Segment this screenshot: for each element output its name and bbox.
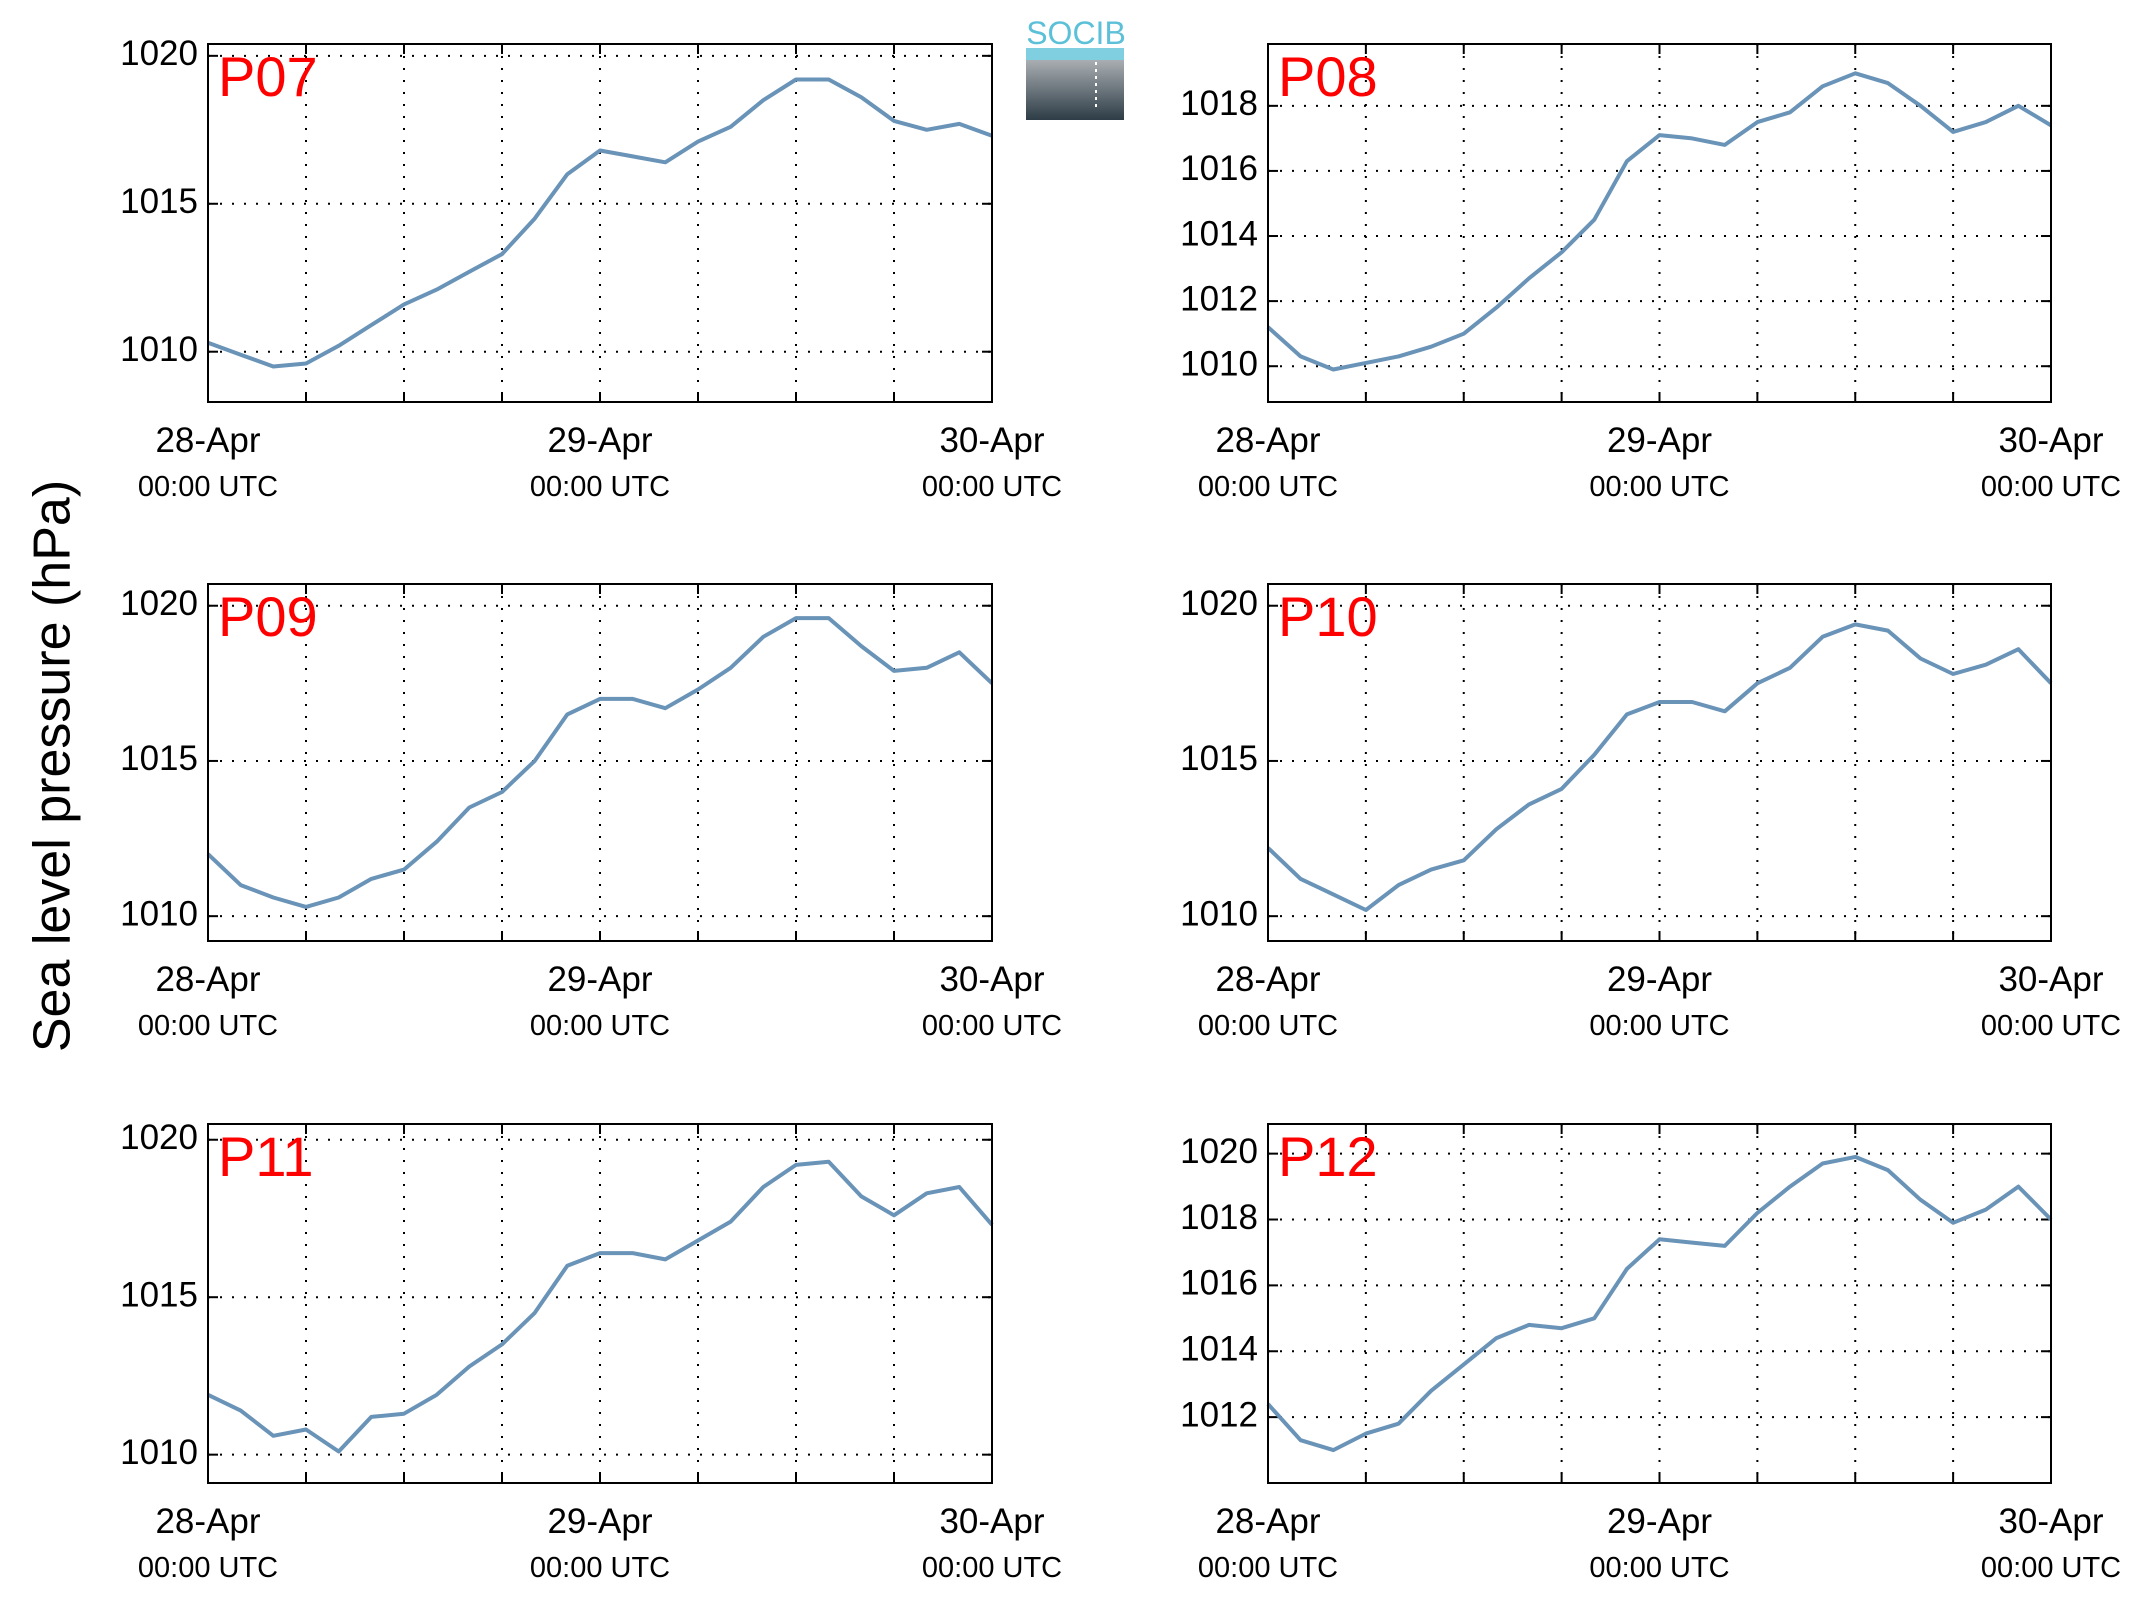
y-tick-label: 1015: [1180, 739, 1258, 778]
chart-title: P12: [1278, 1125, 1378, 1188]
y-tick-label: 1018: [1180, 1198, 1258, 1237]
x-tick-sublabel: 00:00 UTC: [530, 1010, 670, 1042]
x-tick-label: 29-Apr: [547, 960, 652, 999]
y-tick-label: 1014: [1180, 214, 1258, 253]
x-tick-label: 28-Apr: [155, 421, 260, 460]
x-tick-sublabel: 00:00 UTC: [1198, 1552, 1338, 1584]
x-tick-sublabel: 00:00 UTC: [1198, 1010, 1338, 1042]
logo: SOCIB: [1026, 15, 1126, 120]
y-tick-label: 1015: [120, 739, 198, 778]
y-tick-label: 1020: [1180, 584, 1258, 623]
y-tick-label: 1010: [1180, 344, 1258, 383]
logo-band: [1026, 48, 1124, 60]
y-tick-label: 1020: [120, 1118, 198, 1157]
y-tick-label: 1010: [120, 330, 198, 369]
x-tick-sublabel: 00:00 UTC: [922, 1552, 1062, 1584]
y-tick-label: 1020: [120, 584, 198, 623]
y-tick-label: 1020: [1180, 1132, 1258, 1171]
y-axis-label: Sea level pressure (hPa): [24, 480, 82, 1052]
x-tick-sublabel: 00:00 UTC: [138, 1010, 278, 1042]
subplot: 1012 1014 1016 1018 1020 28-Apr 00:00 UTC 29-Ap…: [1180, 1123, 2121, 1584]
y-tick-label: 1015: [120, 1275, 198, 1314]
x-tick-label: 30-Apr: [939, 1502, 1044, 1541]
y-tick-label: 1010: [120, 1433, 198, 1472]
data-line: [207, 1159, 994, 1454]
x-tick-sublabel: 00:00 UTC: [138, 471, 278, 503]
y-tick-label: 1016: [1180, 149, 1258, 188]
plot-frame: [207, 1123, 993, 1484]
y-tick-label: 1012: [1180, 1395, 1258, 1434]
y-tick-label: 1020: [120, 34, 198, 73]
x-tick-sublabel: 00:00 UTC: [922, 471, 1062, 503]
subplot: 1010 1015 1020 28-Apr 00:00 UTC 29-Apr 00:00 U…: [120, 34, 1062, 503]
data-line: [1266, 1154, 2053, 1453]
y-tick-label: 1012: [1180, 279, 1258, 318]
x-tick-sublabel: 00:00 UTC: [1589, 471, 1729, 503]
x-tick-sublabel: 00:00 UTC: [530, 471, 670, 503]
x-tick-label: 29-Apr: [547, 1502, 652, 1541]
y-tick-label: 1014: [1180, 1330, 1258, 1369]
x-tick-sublabel: 00:00 UTC: [1589, 1010, 1729, 1042]
data-line: [206, 616, 994, 909]
x-tick-label: 28-Apr: [1215, 1502, 1320, 1541]
chart-title: P08: [1278, 45, 1378, 108]
data-line: [1266, 622, 2053, 912]
data-line: [207, 77, 993, 369]
data-line: [1266, 71, 2053, 372]
subplot: 1010 1015 1020 28-Apr 00:00 UTC 29-Apr 00:00 U…: [1180, 583, 2121, 1042]
x-tick-label: 30-Apr: [939, 960, 1044, 999]
y-tick-label: 1015: [120, 182, 198, 221]
y-tick-label: 1018: [1180, 84, 1258, 123]
x-tick-sublabel: 00:00 UTC: [1198, 471, 1338, 503]
x-tick-label: 30-Apr: [1998, 1502, 2103, 1541]
x-tick-label: 30-Apr: [1998, 421, 2103, 460]
x-tick-label: 28-Apr: [155, 1502, 260, 1541]
y-tick-label: 1010: [1180, 894, 1258, 933]
logo-text: SOCIB: [1026, 15, 1126, 51]
x-tick-label: 30-Apr: [1998, 960, 2103, 999]
x-tick-sublabel: 00:00 UTC: [922, 1010, 1062, 1042]
x-tick-sublabel: 00:00 UTC: [1981, 471, 2121, 503]
chart-title: P07: [218, 45, 318, 108]
plot-frame: [207, 43, 993, 403]
plot-frame: [207, 583, 993, 942]
x-tick-label: 28-Apr: [155, 960, 260, 999]
chart-title: P10: [1278, 585, 1378, 648]
plot-frame: [1267, 43, 2052, 403]
x-tick-label: 29-Apr: [1607, 1502, 1712, 1541]
chart-title: P11: [218, 1125, 313, 1188]
x-tick-label: 29-Apr: [1607, 960, 1712, 999]
x-tick-sublabel: 00:00 UTC: [138, 1552, 278, 1584]
x-tick-sublabel: 00:00 UTC: [1981, 1552, 2121, 1584]
chart-title: P09: [218, 585, 318, 648]
x-tick-label: 29-Apr: [547, 421, 652, 460]
x-tick-label: 30-Apr: [939, 421, 1044, 460]
logo-box: [1026, 60, 1124, 120]
x-tick-label: 28-Apr: [1215, 960, 1320, 999]
x-tick-label: 29-Apr: [1607, 421, 1712, 460]
subplot: 1010 1015 1020 28-Apr 00:00 UTC 29-Apr 00:00 U…: [120, 583, 1062, 1042]
plot-frame: [1267, 1123, 2052, 1484]
x-tick-label: 28-Apr: [1215, 421, 1320, 460]
subplot: 1010 1012 1014 1016 1018 28-Apr 00:00 UTC 29-Ap…: [1180, 43, 2121, 503]
x-tick-sublabel: 00:00 UTC: [1981, 1010, 2121, 1042]
y-tick-label: 1016: [1180, 1264, 1258, 1303]
y-tick-label: 1010: [120, 894, 198, 933]
plot-frame: [1267, 583, 2052, 942]
x-tick-sublabel: 00:00 UTC: [530, 1552, 670, 1584]
x-tick-sublabel: 00:00 UTC: [1589, 1552, 1729, 1584]
subplot: 1010 1015 1020 28-Apr 00:00 UTC 29-Apr 00:00 U…: [120, 1118, 1062, 1584]
